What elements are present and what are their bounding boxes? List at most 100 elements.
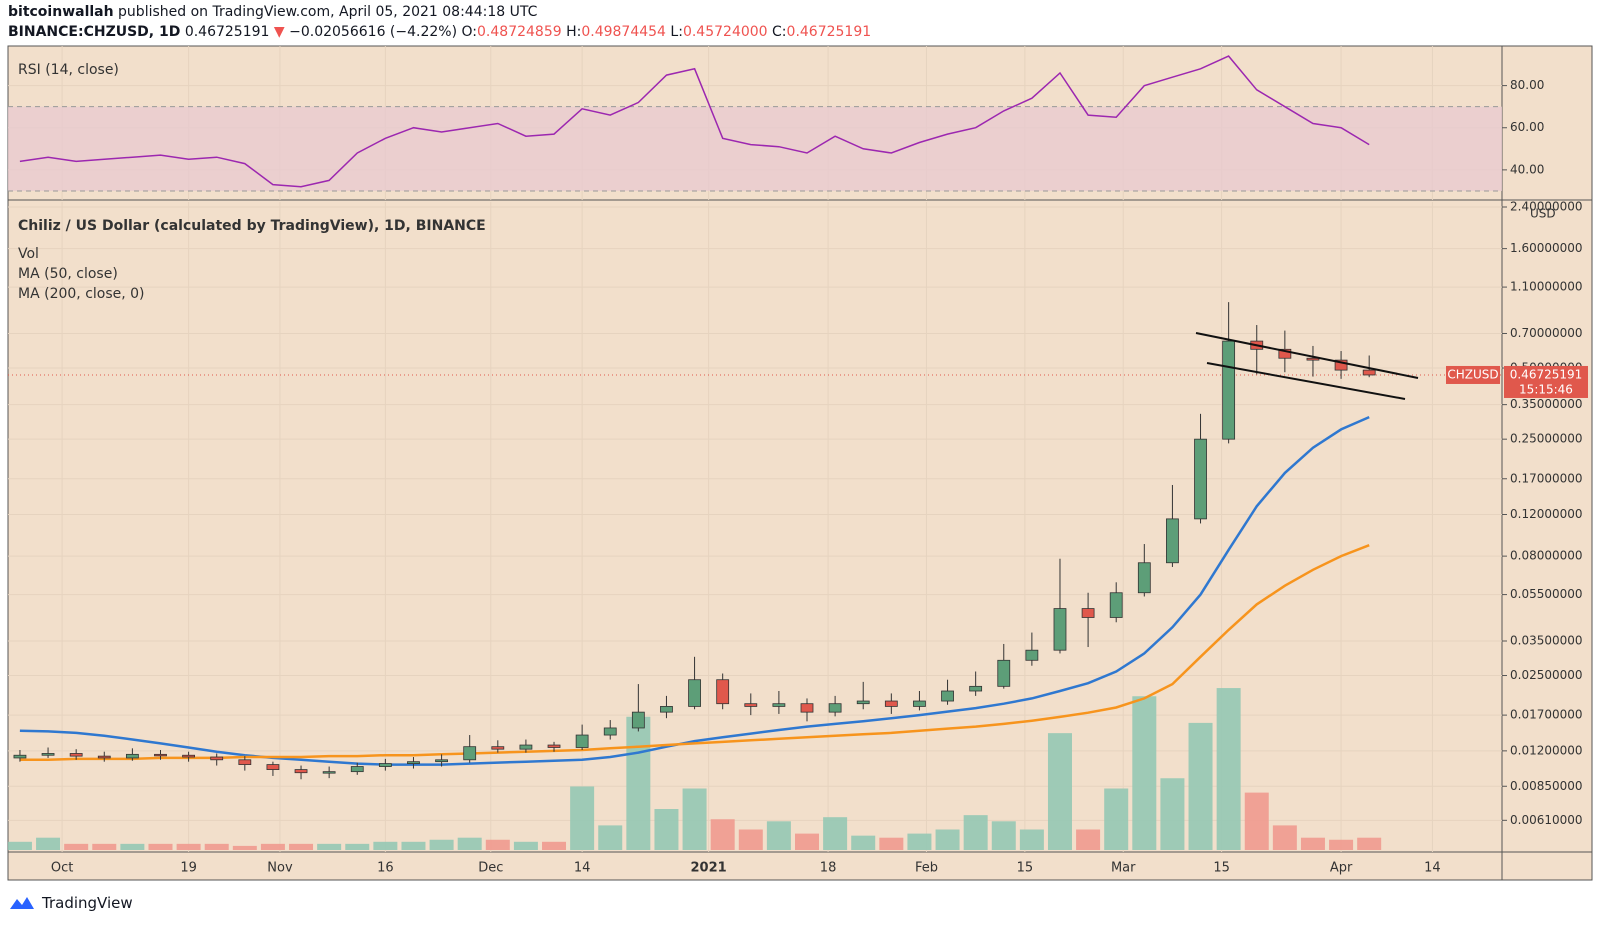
x-tick-label: 19: [180, 861, 197, 876]
volume-bar: [738, 829, 763, 850]
x-tick-label: Oct: [51, 861, 73, 876]
publish-line: bitcoinwallah published on TradingView.c…: [8, 4, 537, 20]
x-tick-label: 15: [1213, 861, 1230, 876]
unit-label: USD: [1530, 207, 1556, 221]
volume-bar: [373, 841, 398, 850]
y-tick-label: 0.25000000: [1510, 432, 1583, 446]
candle-body: [378, 763, 392, 767]
quote-line: BINANCE:CHZUSD, 1D 0.46725191 ▼ −0.02056…: [8, 24, 871, 40]
y-tick-label: 0.03500000: [1510, 633, 1583, 647]
countdown: 15:15:46: [1519, 382, 1573, 396]
legend-entry: Vol: [18, 246, 39, 262]
volume-bar: [682, 788, 707, 850]
volume-bar: [542, 841, 567, 850]
volume-bar: [1272, 825, 1297, 850]
candle-body: [1137, 562, 1151, 594]
y-tick-label: 60.00: [1510, 120, 1544, 134]
rsi-band: [8, 106, 1502, 191]
volume-bar: [289, 843, 314, 850]
y-tick-label: 0.35000000: [1510, 397, 1583, 411]
candle-body: [322, 771, 336, 774]
o-label: O:: [461, 24, 478, 40]
y-tick-label: 40.00: [1510, 162, 1544, 176]
volume-bar: [401, 841, 426, 850]
open: 0.48724859: [477, 24, 562, 40]
volume-bar: [654, 809, 679, 850]
x-tick-label: Dec: [478, 861, 503, 876]
y-tick-label: 1.60000000: [1510, 241, 1583, 255]
y-tick-label: 1.10000000: [1510, 280, 1583, 294]
candle-body: [238, 759, 252, 765]
volume-bar: [317, 843, 342, 850]
l-label: L:: [670, 24, 683, 40]
candle-body: [1306, 357, 1320, 361]
candle-body: [463, 746, 477, 761]
volume-bar: [429, 839, 454, 850]
candle-body: [1081, 608, 1095, 618]
volume-bar: [513, 841, 538, 850]
volume-bar: [935, 829, 960, 850]
volume-bar: [457, 837, 482, 850]
price-tag-label: 0.46725191: [1510, 367, 1583, 381]
x-tick-label: Nov: [267, 861, 293, 876]
candle-body: [1109, 592, 1123, 618]
candle-body: [491, 746, 505, 750]
volume-bar: [1019, 829, 1044, 850]
footer: TradingView: [8, 894, 133, 912]
candle-body: [969, 685, 983, 692]
candle-body: [772, 703, 786, 707]
candle-body: [350, 766, 364, 773]
candle-body: [69, 753, 83, 757]
pane-title: RSI (14, close): [18, 62, 119, 78]
symbol-tag-label: CHZUSD: [1447, 367, 1498, 381]
volume-bar: [345, 843, 370, 850]
candle-body: [547, 744, 561, 748]
candle-body: [435, 759, 448, 763]
volume-bar: [1047, 733, 1072, 850]
volume-bar: [963, 815, 988, 850]
volume-bar: [148, 843, 173, 850]
pane-title: Chiliz / US Dollar (calculated by Tradin…: [18, 218, 486, 234]
price-axis-background: [1501, 45, 1593, 881]
legend-entry: MA (200, close, 0): [18, 286, 145, 302]
volume-bar: [1076, 829, 1101, 850]
volume-bar: [1244, 792, 1269, 850]
x-tick-label: Mar: [1111, 861, 1136, 876]
channel-lower: [1206, 362, 1406, 400]
volume-bar: [1160, 778, 1185, 850]
y-tick-label: 0.01200000: [1510, 743, 1583, 757]
author: bitcoinwallah: [8, 4, 114, 20]
logo: [10, 897, 34, 909]
volume-bar: [7, 841, 32, 850]
y-tick-label: 80.00: [1510, 78, 1544, 92]
volume-bar: [260, 843, 285, 850]
volume-bar: [598, 825, 623, 850]
x-tick-label: Feb: [915, 861, 938, 876]
plots: 40.00 60.00 80.00 RSI (14, close) Oct 19 Nov 16…: [7, 46, 1588, 876]
y-tick-label: 0.70000000: [1510, 326, 1583, 340]
low: 0.45724000: [682, 24, 768, 40]
chart: 40.00 60.00 80.00 RSI (14, close) Oct 19 Nov 16…: [7, 45, 1593, 881]
volume-bar: [485, 839, 510, 850]
candle-body: [1025, 649, 1039, 661]
candle-body: [41, 753, 55, 756]
candle-body: [1334, 359, 1348, 371]
y-tick-label: 0.02500000: [1510, 668, 1583, 682]
candle-body: [660, 706, 673, 713]
candle-body: [744, 703, 758, 707]
volume-bar: [1300, 837, 1325, 850]
c-label: C:: [772, 24, 787, 40]
volume-bar: [64, 843, 89, 850]
y-tick-label: 0.00850000: [1510, 779, 1583, 793]
volume-bar: [710, 819, 735, 850]
x-tick-label: 14: [574, 861, 591, 876]
rsi-line: [19, 55, 1370, 188]
volume-bar: [120, 843, 145, 850]
h-label: H:: [566, 24, 582, 40]
candle-body: [182, 754, 196, 758]
x-tick-label: Apr: [1330, 861, 1353, 876]
y-tick-label: 0.01700000: [1510, 708, 1583, 722]
candle-body: [856, 700, 870, 705]
change: −0.02056616 (−4.22%): [289, 24, 458, 40]
candle-body: [519, 744, 533, 750]
